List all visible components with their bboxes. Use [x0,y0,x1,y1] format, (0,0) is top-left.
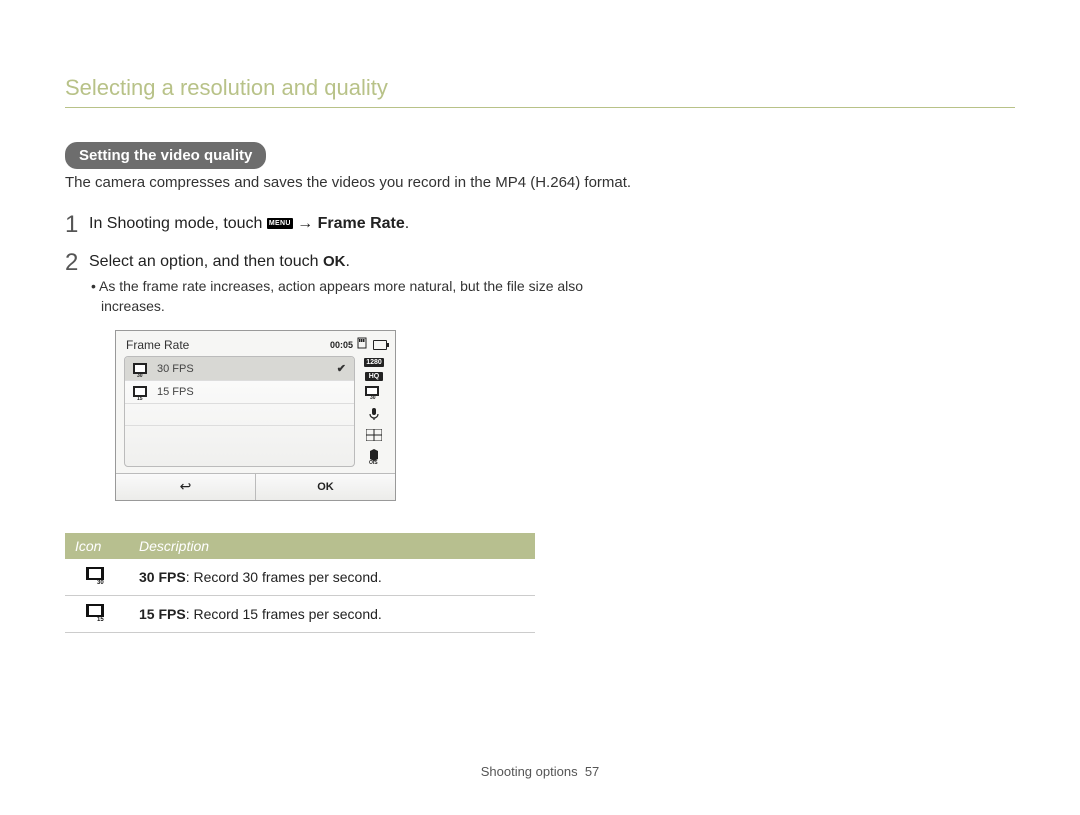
grid-icon [366,429,382,444]
option-row-empty [125,426,354,448]
check-icon: ✔ [337,362,346,375]
step-note: As the frame rate increases, action appe… [89,277,635,316]
step-body: In Shooting mode, touch MENU → Frame Rat… [89,213,635,233]
footer-section: Shooting options [481,764,578,779]
film-30-icon: 30 [86,567,108,587]
svg-text:30: 30 [97,580,104,584]
col-description: Description [129,533,535,559]
desc-rest: : Record 30 frames per second. [186,569,382,585]
desc-bold: 15 FPS [139,606,186,622]
step-text: In Shooting mode, touch [89,215,267,232]
col-icon: Icon [65,533,129,559]
row-description: 30 FPS: Record 30 frames per second. [129,559,535,596]
film-30-icon: 30 [133,363,149,375]
row-icon: 30 [65,559,129,596]
arrow-text: → [297,215,317,232]
resolution-badge: 1280 [364,358,384,367]
quality-badge: HQ [365,372,383,381]
page-footer: Shooting options 57 [0,764,1080,779]
film-15-icon: 15 [86,604,108,624]
step-1: 1 In Shooting mode, touch MENU → Frame R… [65,213,635,237]
step-body: Select an option, and then touch OK. As … [89,251,635,519]
desc-rest: : Record 15 frames per second. [186,606,382,622]
row-description: 15 FPS: Record 15 frames per second. [129,596,535,633]
ok-button[interactable]: OK [256,474,395,500]
step-2: 2 Select an option, and then touch OK. A… [65,251,635,519]
step-post: . [405,215,409,232]
desc-bold: 30 FPS [139,569,186,585]
table-row: 30 30 FPS: Record 30 frames per second. [65,559,535,596]
icon-description-table: Icon Description 30 30 FPS: Record 30 fr… [65,533,535,633]
step-bold: Frame Rate [318,215,405,232]
screen-footer: ↩ OK [116,473,395,500]
step-text: Select an option, and then touch [89,253,323,270]
option-row-empty [125,404,354,426]
film-15-icon: 15 [133,386,149,398]
step-number: 2 [65,251,89,275]
svg-text:OIS: OIS [369,460,378,464]
option-label: 15 FPS [157,386,194,398]
camera-screen-mock: Frame Rate 00:05 [115,330,396,501]
screen-header: Frame Rate 00:05 [116,331,395,356]
record-time: 00:05 [330,340,353,350]
battery-icon [373,340,387,350]
ois-icon: OIS [366,449,382,467]
step-number: 1 [65,213,89,237]
back-button[interactable]: ↩ [116,474,256,500]
fps-side-icon: 30 [365,386,383,402]
content-column: Setting the video quality The camera com… [65,142,635,633]
footer-page-number: 57 [585,764,599,779]
intro-text: The camera compresses and saves the vide… [65,173,635,193]
menu-icon: MENU [267,218,293,229]
option-row-15fps[interactable]: 15 15 FPS [125,381,354,404]
option-list: 30 30 FPS ✔ 15 15 FPS [124,356,355,467]
svg-text:15: 15 [137,396,143,400]
screen-status-icons: 00:05 [330,337,387,352]
screen-title: Frame Rate [126,338,189,352]
steps-list: 1 In Shooting mode, touch MENU → Frame R… [65,213,635,519]
table-row: 15 15 FPS: Record 15 frames per second. [65,596,535,633]
row-icon: 15 [65,596,129,633]
svg-text:30: 30 [370,395,376,399]
screen-side-icons: 1280 HQ 30 [361,356,387,467]
sd-card-icon [357,337,369,352]
option-label: 30 FPS [157,363,194,375]
step-post: . [345,253,349,270]
mic-icon [367,407,381,424]
svg-text:15: 15 [97,617,104,621]
option-row-30fps[interactable]: 30 30 FPS ✔ [125,357,354,381]
ok-icon: OK [323,253,346,270]
svg-text:30: 30 [137,373,143,377]
page-title: Selecting a resolution and quality [65,75,1015,108]
section-heading: Setting the video quality [65,142,266,169]
